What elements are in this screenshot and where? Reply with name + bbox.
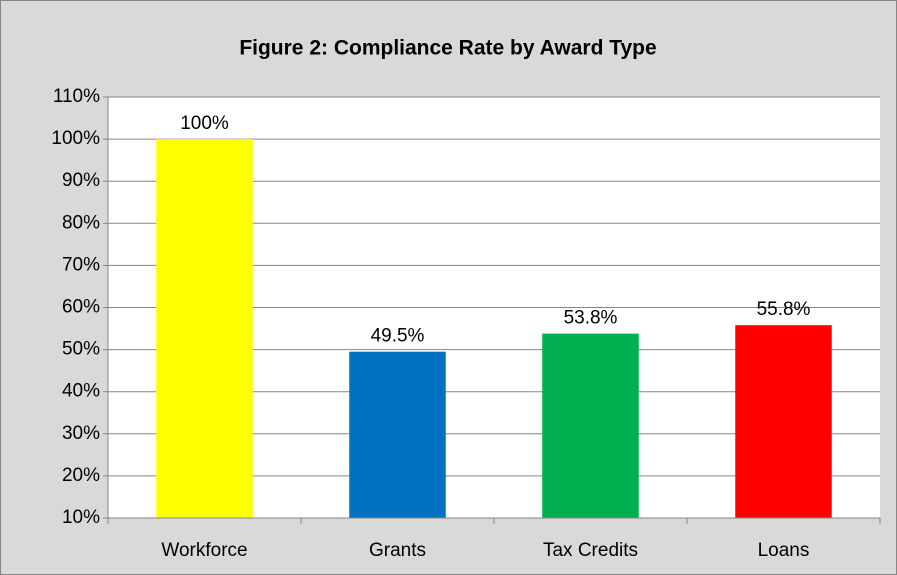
x-tick-label: Workforce [161,540,247,561]
y-tick-label: 90% [62,170,100,191]
x-tick-label: Tax Credits [543,540,638,561]
y-tick-label: 50% [62,339,100,360]
data-label: 55.8% [757,299,811,320]
bar [349,351,446,518]
y-tick-label: 20% [62,465,100,486]
y-tick-label: 70% [62,254,100,275]
x-tick-label: Loans [758,540,810,561]
data-label: 49.5% [371,326,425,347]
y-tick-label: 10% [62,507,100,528]
y-tick-label: 80% [62,212,100,233]
y-tick-label: 60% [62,297,100,318]
data-label: 53.8% [564,308,618,329]
bar [542,333,639,518]
y-tick-label: 30% [62,423,100,444]
x-tick-label: Grants [369,540,426,561]
y-tick-label: 100% [51,128,100,149]
chart-title: Figure 2: Compliance Rate by Award Type [239,37,656,60]
y-tick-label: 40% [62,381,100,402]
y-tick-label: 110% [53,86,100,107]
bar [156,139,253,518]
data-label: 100% [180,113,229,134]
bar [735,325,832,518]
